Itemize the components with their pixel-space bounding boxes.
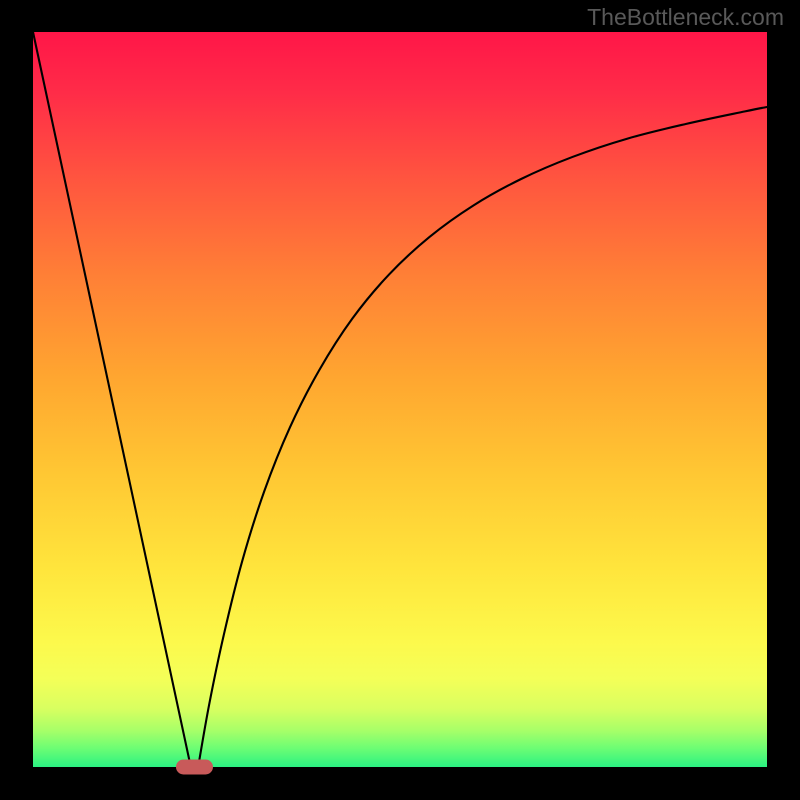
- watermark-text: TheBottleneck.com: [587, 4, 784, 31]
- chart-container: TheBottleneck.com: [0, 0, 800, 800]
- bottleneck-chart: [0, 0, 800, 800]
